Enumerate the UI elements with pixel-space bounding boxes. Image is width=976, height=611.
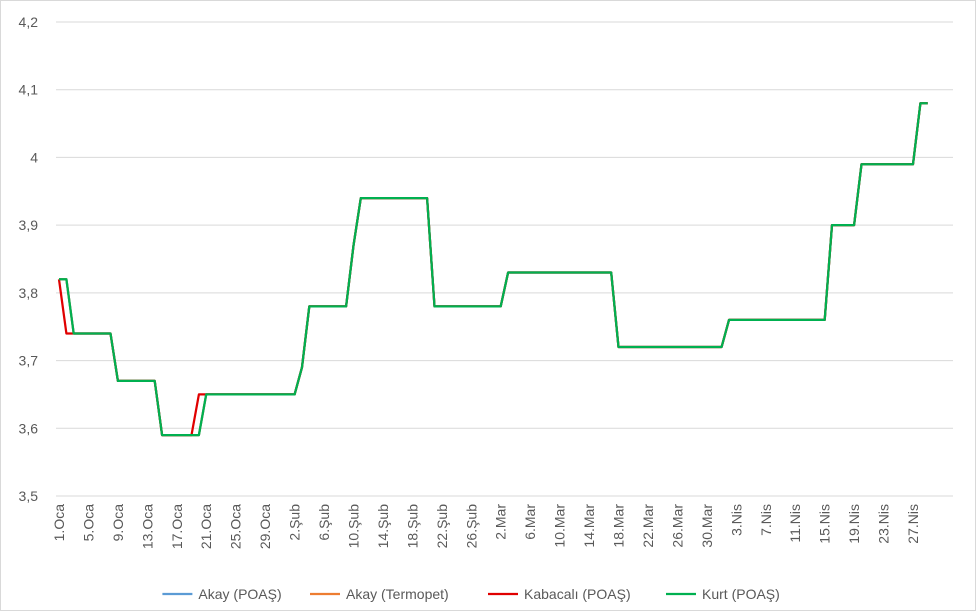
- y-tick-label: 4: [30, 149, 38, 165]
- y-tick-label: 3,6: [19, 420, 39, 436]
- y-tick-label: 3,7: [19, 353, 39, 369]
- x-tick-label: 1.Oca: [51, 504, 67, 542]
- x-tick-label: 27.Nis: [905, 504, 921, 544]
- x-tick-label: 17.Oca: [169, 504, 185, 549]
- x-tick-label: 9.Oca: [110, 504, 126, 542]
- x-tick-label: 26.Şub: [463, 504, 479, 549]
- x-tick-label: 18.Mar: [611, 504, 627, 548]
- x-tick-label: 26.Mar: [669, 504, 685, 548]
- x-tick-label: 25.Oca: [228, 504, 244, 549]
- y-tick-label: 4,1: [19, 82, 39, 98]
- x-tick-label: 6.Mar: [522, 504, 538, 540]
- x-tick-label: 11.Nis: [787, 504, 803, 543]
- y-tick-label: 4,2: [19, 14, 39, 30]
- y-tick-label: 3,5: [19, 488, 39, 504]
- y-tick-label: 3,9: [19, 217, 39, 233]
- x-tick-label: 22.Şub: [434, 504, 450, 549]
- legend-label: Kurt (POAŞ): [702, 586, 780, 602]
- legend-label: Akay (POAŞ): [198, 586, 281, 602]
- x-tick-label: 29.Oca: [257, 504, 273, 549]
- x-tick-label: 7.Nis: [758, 504, 774, 536]
- x-tick-label: 2.Mar: [493, 504, 509, 540]
- x-tick-label: 18.Şub: [404, 504, 420, 549]
- x-tick-label: 30.Mar: [699, 504, 715, 548]
- x-tick-label: 10.Mar: [552, 504, 568, 548]
- legend-label: Kabacalı (POAŞ): [524, 586, 631, 602]
- x-tick-label: 3.Nis: [728, 504, 744, 536]
- x-tick-label: 6.Şub: [316, 504, 332, 541]
- x-tick-label: 13.Oca: [139, 504, 155, 549]
- x-tick-label: 21.Oca: [198, 504, 214, 549]
- x-tick-label: 14.Mar: [581, 504, 597, 548]
- x-tick-label: 14.Şub: [375, 504, 391, 549]
- x-tick-label: 2.Şub: [287, 504, 303, 541]
- legend: Akay (POAŞ) Akay (Termopet) Kabacalı (POAŞ…: [162, 586, 780, 602]
- x-tick-label: 19.Nis: [846, 504, 862, 544]
- legend-label: Akay (Termopet): [346, 586, 449, 602]
- x-tick-label: 5.Oca: [80, 504, 96, 542]
- x-tick-label: 22.Mar: [640, 504, 656, 548]
- x-tick-label: 10.Şub: [345, 504, 361, 549]
- series-line: [59, 102, 928, 437]
- x-tick-label: 23.Nis: [876, 504, 892, 544]
- x-tick-label: 15.Nis: [817, 504, 833, 544]
- y-tick-label: 3,8: [19, 285, 39, 301]
